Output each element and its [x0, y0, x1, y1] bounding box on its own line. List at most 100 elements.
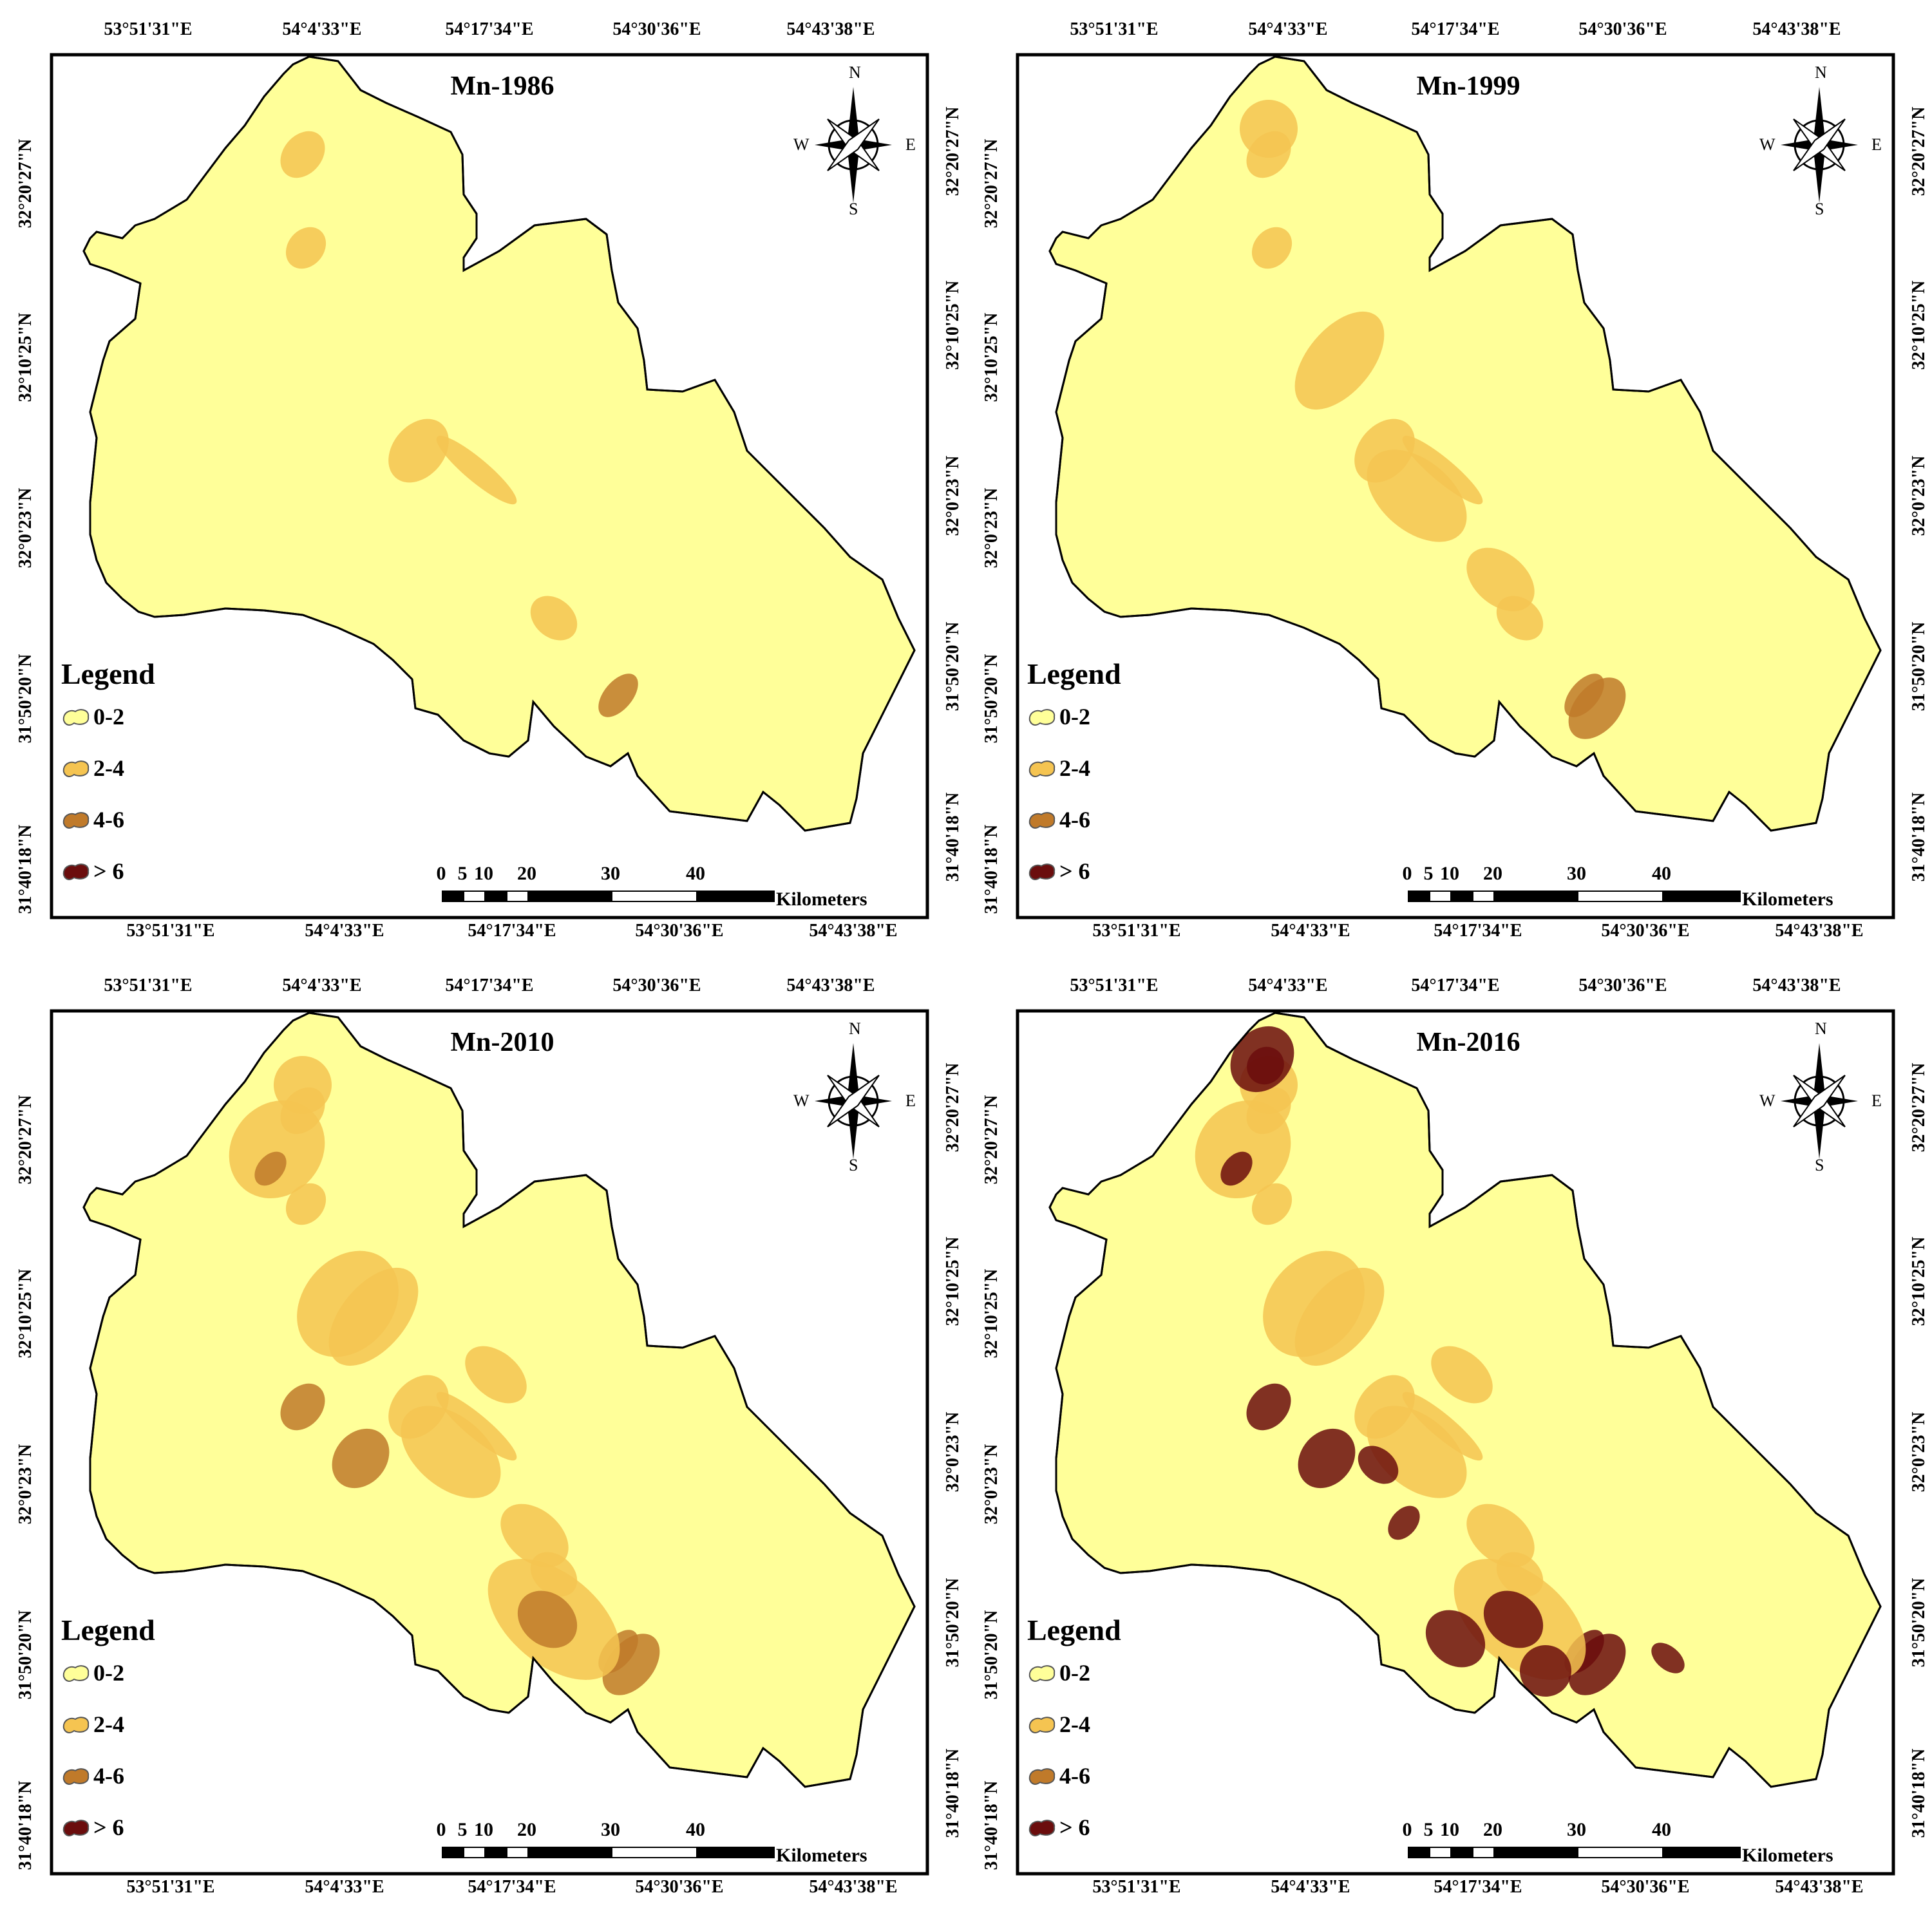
legend-item: 2-4 [1027, 1699, 1121, 1750]
latitude-tick-right: 31°40'18"N [1909, 792, 1929, 882]
legend-item-label: > 6 [93, 858, 124, 884]
concentration-patch [332, 1428, 390, 1489]
legend: Legend 0-2 2-4 4-6 > 6 [61, 657, 155, 897]
legend-item: 0-2 [1027, 691, 1121, 742]
north-arrow-compass: N S W E [1758, 63, 1882, 219]
latitude-tick-right: 32°10'25"N [1909, 280, 1929, 370]
longitude-tick-bottom: 54°17'34"E [468, 921, 556, 941]
compass-label-s: S [1815, 1156, 1824, 1174]
concentration-patch [1466, 547, 1535, 612]
legend-title: Legend [1027, 1614, 1121, 1646]
longitude-tick-top: 54°30'36"E [1578, 19, 1667, 39]
map-canvas [1016, 53, 1895, 919]
legend-item: > 6 [61, 845, 155, 897]
latitude-tick-left: 32°10'25"N [15, 312, 35, 402]
latitude-tick-left: 32°0'23"N [15, 487, 35, 569]
latitude-tick-right: 32°20'27"N [943, 106, 963, 196]
scale-tick-label: 20 [517, 863, 536, 884]
latitude-tick-left: 32°0'23"N [981, 487, 1001, 569]
map-canvas [50, 53, 929, 919]
legend-item: 0-2 [61, 691, 155, 742]
legend-title: Legend [1027, 657, 1121, 690]
concentration-patch [254, 1151, 287, 1186]
longitude-tick-bottom: 54°17'34"E [468, 1877, 556, 1897]
concentration-patch [1520, 1645, 1571, 1697]
longitude-tick-top: 54°17'34"E [1411, 975, 1500, 995]
legend-item-label: 2-4 [1059, 755, 1090, 781]
legend-swatch-icon [1028, 1768, 1056, 1785]
legend-swatch-icon [1028, 760, 1056, 777]
concentration-patch [297, 1250, 399, 1357]
legend-swatch-icon [1028, 709, 1056, 726]
longitude-tick-bottom: 54°30'36"E [1601, 1877, 1690, 1897]
legend-item: 2-4 [61, 742, 155, 794]
compass-label-w: W [1759, 1091, 1776, 1110]
latitude-tick-right: 32°0'23"N [943, 1411, 963, 1493]
compass-label-e: E [905, 135, 916, 154]
scale-bar: 0 5 10 20 30 40 Kilometers [1403, 863, 1833, 914]
scale-tick-label: 40 [686, 1819, 705, 1840]
legend-title: Legend [61, 657, 155, 690]
scale-tick-label: 10 [474, 863, 493, 884]
north-arrow-compass: N S W E [1758, 1019, 1882, 1175]
compass-label-e: E [1871, 135, 1882, 154]
legend-swatch-icon [62, 709, 90, 726]
scale-tick-label: 5 [1423, 863, 1434, 884]
legend-item: 4-6 [1027, 794, 1121, 845]
concentration-patch [1251, 1183, 1293, 1225]
concentration-patch [285, 227, 327, 269]
scale-tick-label: 10 [1440, 863, 1459, 884]
scale-unit-label: Kilometers [1742, 1845, 1833, 1866]
scale-tick-label: 30 [1567, 863, 1586, 884]
concentration-patch [1263, 1250, 1365, 1357]
longitude-tick-top: 54°17'34"E [1411, 19, 1500, 39]
concentration-patch [517, 1590, 578, 1648]
scale-tick-label: 40 [1652, 863, 1671, 884]
latitude-tick-left: 32°10'25"N [981, 1268, 1001, 1359]
latitude-tick-right: 31°40'18"N [1909, 1748, 1929, 1838]
latitude-tick-left: 31°50'20"N [981, 1610, 1001, 1700]
longitude-tick-top: 53°51'31"E [1070, 19, 1159, 39]
scale-bar-graphic [442, 1847, 775, 1858]
longitude-tick-top: 54°4'33"E [282, 975, 362, 995]
scale-tick-label: 0 [1402, 863, 1412, 884]
concentration-patch [465, 1346, 527, 1404]
longitude-tick-bottom: 54°43'38"E [809, 921, 898, 941]
legend-swatch-icon [62, 1717, 90, 1733]
legend-swatch-icon [1028, 812, 1056, 829]
longitude-tick-bottom: 53°51'31"E [1092, 921, 1181, 941]
latitude-tick-right: 32°10'25"N [1909, 1236, 1929, 1326]
scale-unit-label: Kilometers [1742, 889, 1833, 910]
latitude-tick-right: 31°50'20"N [943, 1578, 963, 1668]
concentration-patch [1425, 1610, 1486, 1668]
panel-title: Mn-2010 [450, 1028, 554, 1057]
scale-tick-label: 10 [474, 1819, 493, 1840]
longitude-tick-bottom: 54°30'36"E [635, 921, 724, 941]
scale-tick-label: 30 [601, 863, 620, 884]
compass-label-n: N [849, 1019, 861, 1038]
compass-rose-icon [815, 87, 892, 203]
legend-item-label: > 6 [93, 1814, 124, 1840]
map-panel: 53°51'31"E 53°51'31"E 54°4'33"E 54°4'33"E 54… [0, 956, 966, 1912]
longitude-tick-top: 54°17'34"E [445, 975, 534, 995]
legend-item-label: 4-6 [93, 807, 124, 833]
concentration-patch [1240, 100, 1298, 158]
compass-label-w: W [1759, 135, 1776, 154]
longitude-tick-bottom: 54°4'33"E [305, 921, 384, 941]
longitude-tick-top: 54°4'33"E [1248, 19, 1328, 39]
scale-unit-label: Kilometers [776, 889, 867, 910]
longitude-tick-bottom: 53°51'31"E [126, 1877, 215, 1897]
compass-label-n: N [849, 63, 861, 82]
legend-swatch-icon [1028, 1717, 1056, 1733]
longitude-tick-top: 53°51'31"E [1070, 975, 1159, 995]
latitude-tick-left: 32°10'25"N [15, 1268, 35, 1359]
legend-item-label: 2-4 [93, 755, 124, 781]
scale-bar-graphic [1408, 1847, 1741, 1858]
legend-item: > 6 [1027, 845, 1121, 897]
legend-item: > 6 [61, 1802, 155, 1853]
legend-item-label: 2-4 [1059, 1711, 1090, 1737]
latitude-tick-left: 31°40'18"N [15, 1780, 35, 1871]
legend-item: 4-6 [61, 1750, 155, 1802]
concentration-patch [436, 435, 517, 505]
legend-swatch-icon [62, 863, 90, 880]
